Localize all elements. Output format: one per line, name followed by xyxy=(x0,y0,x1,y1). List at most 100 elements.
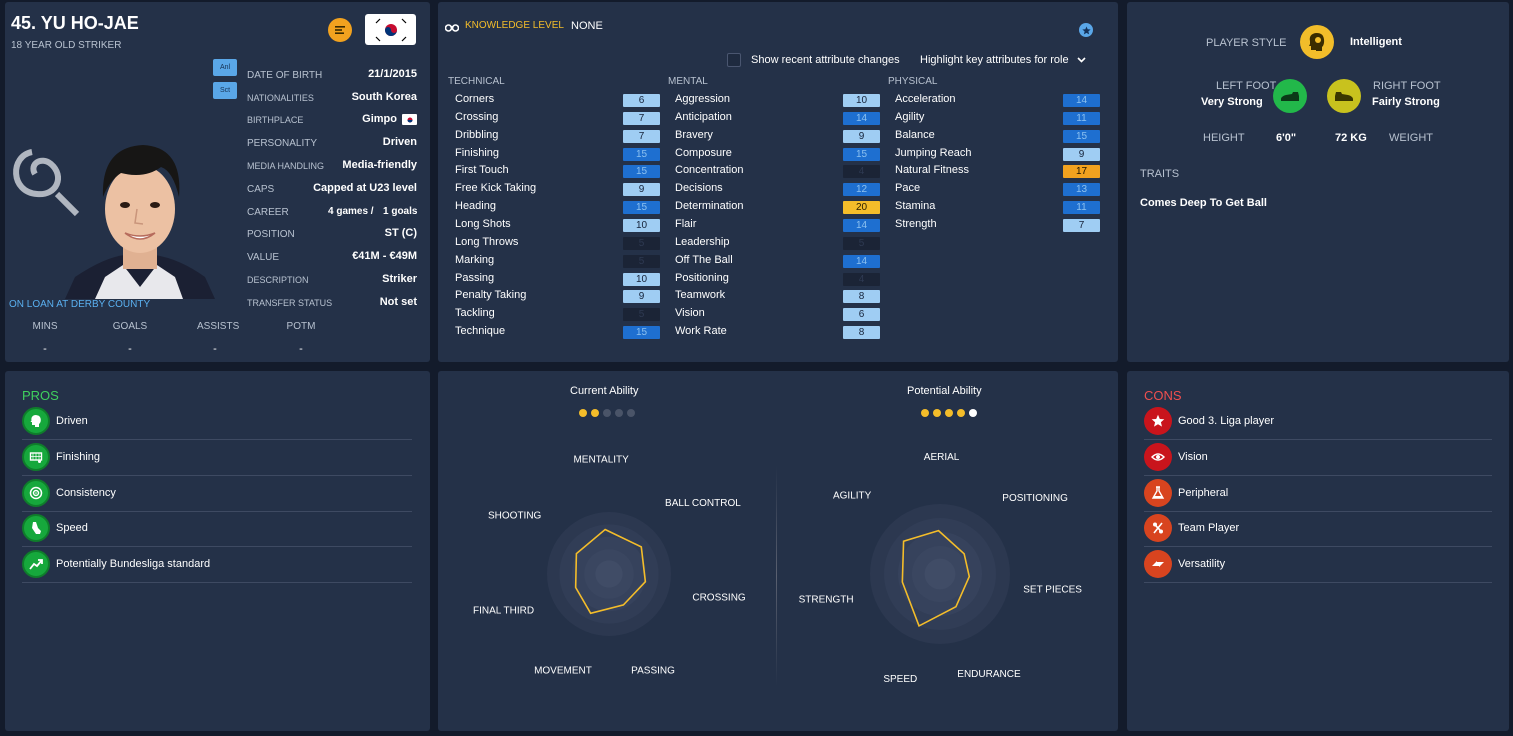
attribute-name[interactable]: Off The Ball xyxy=(675,253,733,266)
attribute-name[interactable]: Determination xyxy=(675,200,744,213)
show-changes-checkbox[interactable] xyxy=(727,53,741,67)
attribute-name[interactable]: Passing xyxy=(455,271,495,284)
attribute-name[interactable]: First Touch xyxy=(455,164,509,177)
pros-panel: PROS Driven Finishing Consistency Speed Pote… xyxy=(5,371,430,731)
radar-shape xyxy=(574,528,647,615)
attribute-value: 9 xyxy=(843,129,880,143)
scout-tag[interactable]: Sct xyxy=(213,82,237,99)
attribute-value: 10 xyxy=(843,94,880,107)
attribute-value: 14 xyxy=(843,218,880,232)
attribute-name[interactable]: Agility xyxy=(895,110,925,123)
radar-axis-label: CROSSING xyxy=(692,593,746,604)
loan-status[interactable]: ON LOAN AT DERBY COUNTY xyxy=(9,299,151,310)
stat-value: - xyxy=(43,343,47,355)
pros-item: Speed xyxy=(56,522,88,535)
attribute-name[interactable]: Marking xyxy=(455,253,495,266)
radar-charts: MENTALITY BALL CONTROL CROSSING PASSING MOVE… xyxy=(473,452,1082,685)
attribute-value: 9 xyxy=(623,290,660,304)
eye-icon xyxy=(1144,442,1172,471)
attribute-name[interactable]: Long Shots xyxy=(455,217,511,230)
attribute-name[interactable]: Composure xyxy=(675,146,732,159)
radar-axis-label: BALL CONTROL xyxy=(665,498,741,509)
attribute-value: 13 xyxy=(1063,183,1100,197)
detail-label: BIRTHPLACE xyxy=(247,115,304,125)
attribute-value: 12 xyxy=(843,183,880,197)
radar-axis-label: FINAL THIRD xyxy=(473,606,534,617)
detail-value[interactable]: Driven xyxy=(382,136,417,148)
star-icon xyxy=(1144,407,1172,435)
attribute-value: 15 xyxy=(623,165,660,179)
attribute-name[interactable]: Leadership xyxy=(675,235,730,248)
pros-item: Driven xyxy=(56,415,88,427)
ability-dot xyxy=(933,409,941,417)
attribute-name[interactable]: Bravery xyxy=(675,128,713,141)
attribute-name[interactable]: Technique xyxy=(455,325,506,338)
stat-header: MINS xyxy=(32,321,58,332)
attribute-name[interactable]: Concentration xyxy=(675,164,744,177)
stat-value: - xyxy=(128,343,132,355)
row-divider xyxy=(22,474,412,476)
attribute-name[interactable]: Anticipation xyxy=(675,110,732,123)
attribute-value: 15 xyxy=(623,326,660,340)
detail-value[interactable]: ST (C) xyxy=(384,227,417,239)
attribute-name[interactable]: Corners xyxy=(455,93,495,105)
detail-value: Capped at U23 level xyxy=(313,182,417,194)
attributes-panel: KNOWLEDGE LEVEL NONE Show recent attribu… xyxy=(438,2,1118,362)
menu-icon[interactable] xyxy=(328,18,352,42)
analyst-tag[interactable]: Anl xyxy=(213,59,237,76)
attribute-name[interactable]: Tackling xyxy=(455,307,495,320)
radar-axis-label: MOVEMENT xyxy=(534,666,592,677)
row-divider xyxy=(1144,510,1492,512)
detail-value: Gimpo xyxy=(362,113,397,125)
chevron-down-icon xyxy=(1077,54,1086,66)
attribute-value: 7 xyxy=(623,129,660,143)
attribute-name[interactable]: Natural Fitness xyxy=(895,164,969,177)
attribute-name[interactable]: Crossing xyxy=(455,110,499,123)
stat-header: GOALS xyxy=(112,321,148,332)
radar-ring xyxy=(595,560,623,588)
attribute-name[interactable]: Heading xyxy=(455,200,496,213)
right-foot-value: Fairly Strong xyxy=(1372,96,1440,108)
row-divider xyxy=(1144,474,1492,476)
show-changes-label[interactable]: Show recent attribute changes xyxy=(751,54,900,66)
attribute-name[interactable]: Free Kick Taking xyxy=(455,182,537,195)
ability-panel: Current Ability Potential Ability MENTAL… xyxy=(438,371,1118,731)
ability-dot xyxy=(627,409,635,417)
row-divider xyxy=(1144,439,1492,440)
attribute-value: 5 xyxy=(623,236,660,250)
attribute-name[interactable]: Flair xyxy=(675,217,697,230)
attribute-value: 15 xyxy=(623,147,660,161)
attribute-name[interactable]: Stamina xyxy=(895,200,936,213)
player-style-label: PLAYER STYLE xyxy=(1206,37,1287,49)
attribute-name[interactable]: Strength xyxy=(895,217,937,230)
row-divider xyxy=(22,439,412,440)
flag-icon xyxy=(365,14,416,45)
attribute-name[interactable]: Acceleration xyxy=(895,93,956,105)
technical-header: TECHNICAL xyxy=(448,76,505,87)
attribute-name[interactable]: Aggression xyxy=(675,93,731,105)
current-ability-label: Current Ability xyxy=(570,385,639,397)
cons-item: Versatility xyxy=(1178,558,1226,571)
attribute-value: 11 xyxy=(1063,111,1100,125)
potential-ability-label: Potential Ability xyxy=(907,385,982,397)
attribute-name[interactable]: Finishing xyxy=(455,146,500,159)
attribute-value: 9 xyxy=(1063,147,1100,161)
attribute-name[interactable]: Jumping Reach xyxy=(895,146,972,159)
attribute-name[interactable]: Decisions xyxy=(675,182,723,195)
attribute-name[interactable]: Pace xyxy=(895,182,921,195)
attribute-name[interactable]: Teamwork xyxy=(675,289,726,302)
star-badge-icon[interactable] xyxy=(1079,23,1093,37)
attribute-name[interactable]: Penalty Taking xyxy=(455,289,527,302)
attribute-name[interactable]: Positioning xyxy=(675,271,729,284)
detail-label: CAPS xyxy=(247,184,275,195)
birthplace-flag-icon xyxy=(402,114,417,125)
club-badge xyxy=(7,132,97,222)
attribute-name[interactable]: Dribbling xyxy=(455,128,499,141)
highlight-role-dropdown[interactable]: Highlight key attributes for role xyxy=(915,51,1098,69)
detail-label: DESCRIPTION xyxy=(247,275,309,285)
attribute-name[interactable]: Long Throws xyxy=(455,235,519,248)
current-ability-stars xyxy=(579,404,639,422)
attribute-name[interactable]: Vision xyxy=(675,307,705,320)
attribute-name[interactable]: Balance xyxy=(895,128,935,141)
attribute-name[interactable]: Work Rate xyxy=(675,325,727,338)
